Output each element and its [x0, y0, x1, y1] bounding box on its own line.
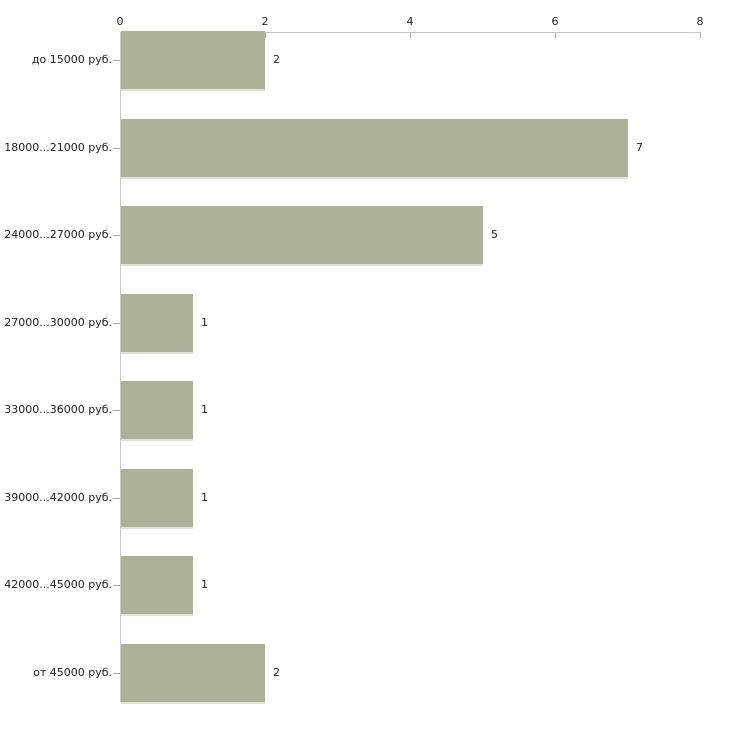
y-tick-mark — [113, 235, 120, 236]
x-tick-mark — [410, 33, 411, 38]
x-tick-label: 0 — [116, 15, 124, 28]
bar-value-label: 1 — [201, 315, 208, 329]
bar-value-label: 2 — [273, 665, 280, 679]
bar — [121, 118, 628, 179]
y-tick-mark — [113, 585, 120, 586]
y-tick-mark — [113, 410, 120, 411]
x-tick-label: 6 — [551, 15, 559, 28]
category-label: от 45000 руб. — [33, 665, 112, 679]
bar-value-label: 1 — [201, 578, 208, 591]
bar — [121, 31, 265, 91]
category-label: до 15000 руб. — [31, 53, 112, 66]
x-tick-label: 2 — [261, 15, 269, 28]
bar-value-label: 7 — [636, 140, 643, 154]
category-label: 18000...21000 руб. — [4, 140, 112, 154]
x-tick-label: 8 — [696, 15, 704, 28]
bar-value-label: 1 — [201, 403, 208, 416]
bar — [121, 381, 193, 441]
category-label: 42000...45000 руб. — [4, 578, 112, 591]
category-label: 27000...30000 руб. — [4, 315, 112, 329]
bar — [121, 556, 193, 616]
y-tick-mark — [113, 323, 120, 324]
bar — [121, 643, 265, 704]
bar-value-label: 1 — [201, 490, 208, 504]
y-tick-mark — [113, 148, 120, 149]
bar-value-label: 5 — [491, 228, 498, 241]
bar — [121, 206, 483, 266]
x-axis-line — [120, 32, 701, 33]
category-label: 33000...36000 руб. — [4, 403, 112, 416]
bar — [121, 293, 193, 354]
x-tick-label: 4 — [406, 15, 414, 28]
x-tick-mark — [555, 33, 556, 38]
y-tick-mark — [113, 60, 120, 61]
x-tick-mark — [265, 33, 266, 38]
bar — [121, 468, 193, 529]
x-tick-mark — [700, 33, 701, 38]
category-label: 39000...42000 руб. — [4, 490, 112, 504]
y-axis-line — [120, 32, 121, 702]
category-label: 24000...27000 руб. — [4, 228, 112, 241]
y-tick-mark — [113, 673, 120, 674]
bar-value-label: 2 — [273, 53, 280, 66]
y-tick-mark — [113, 498, 120, 499]
